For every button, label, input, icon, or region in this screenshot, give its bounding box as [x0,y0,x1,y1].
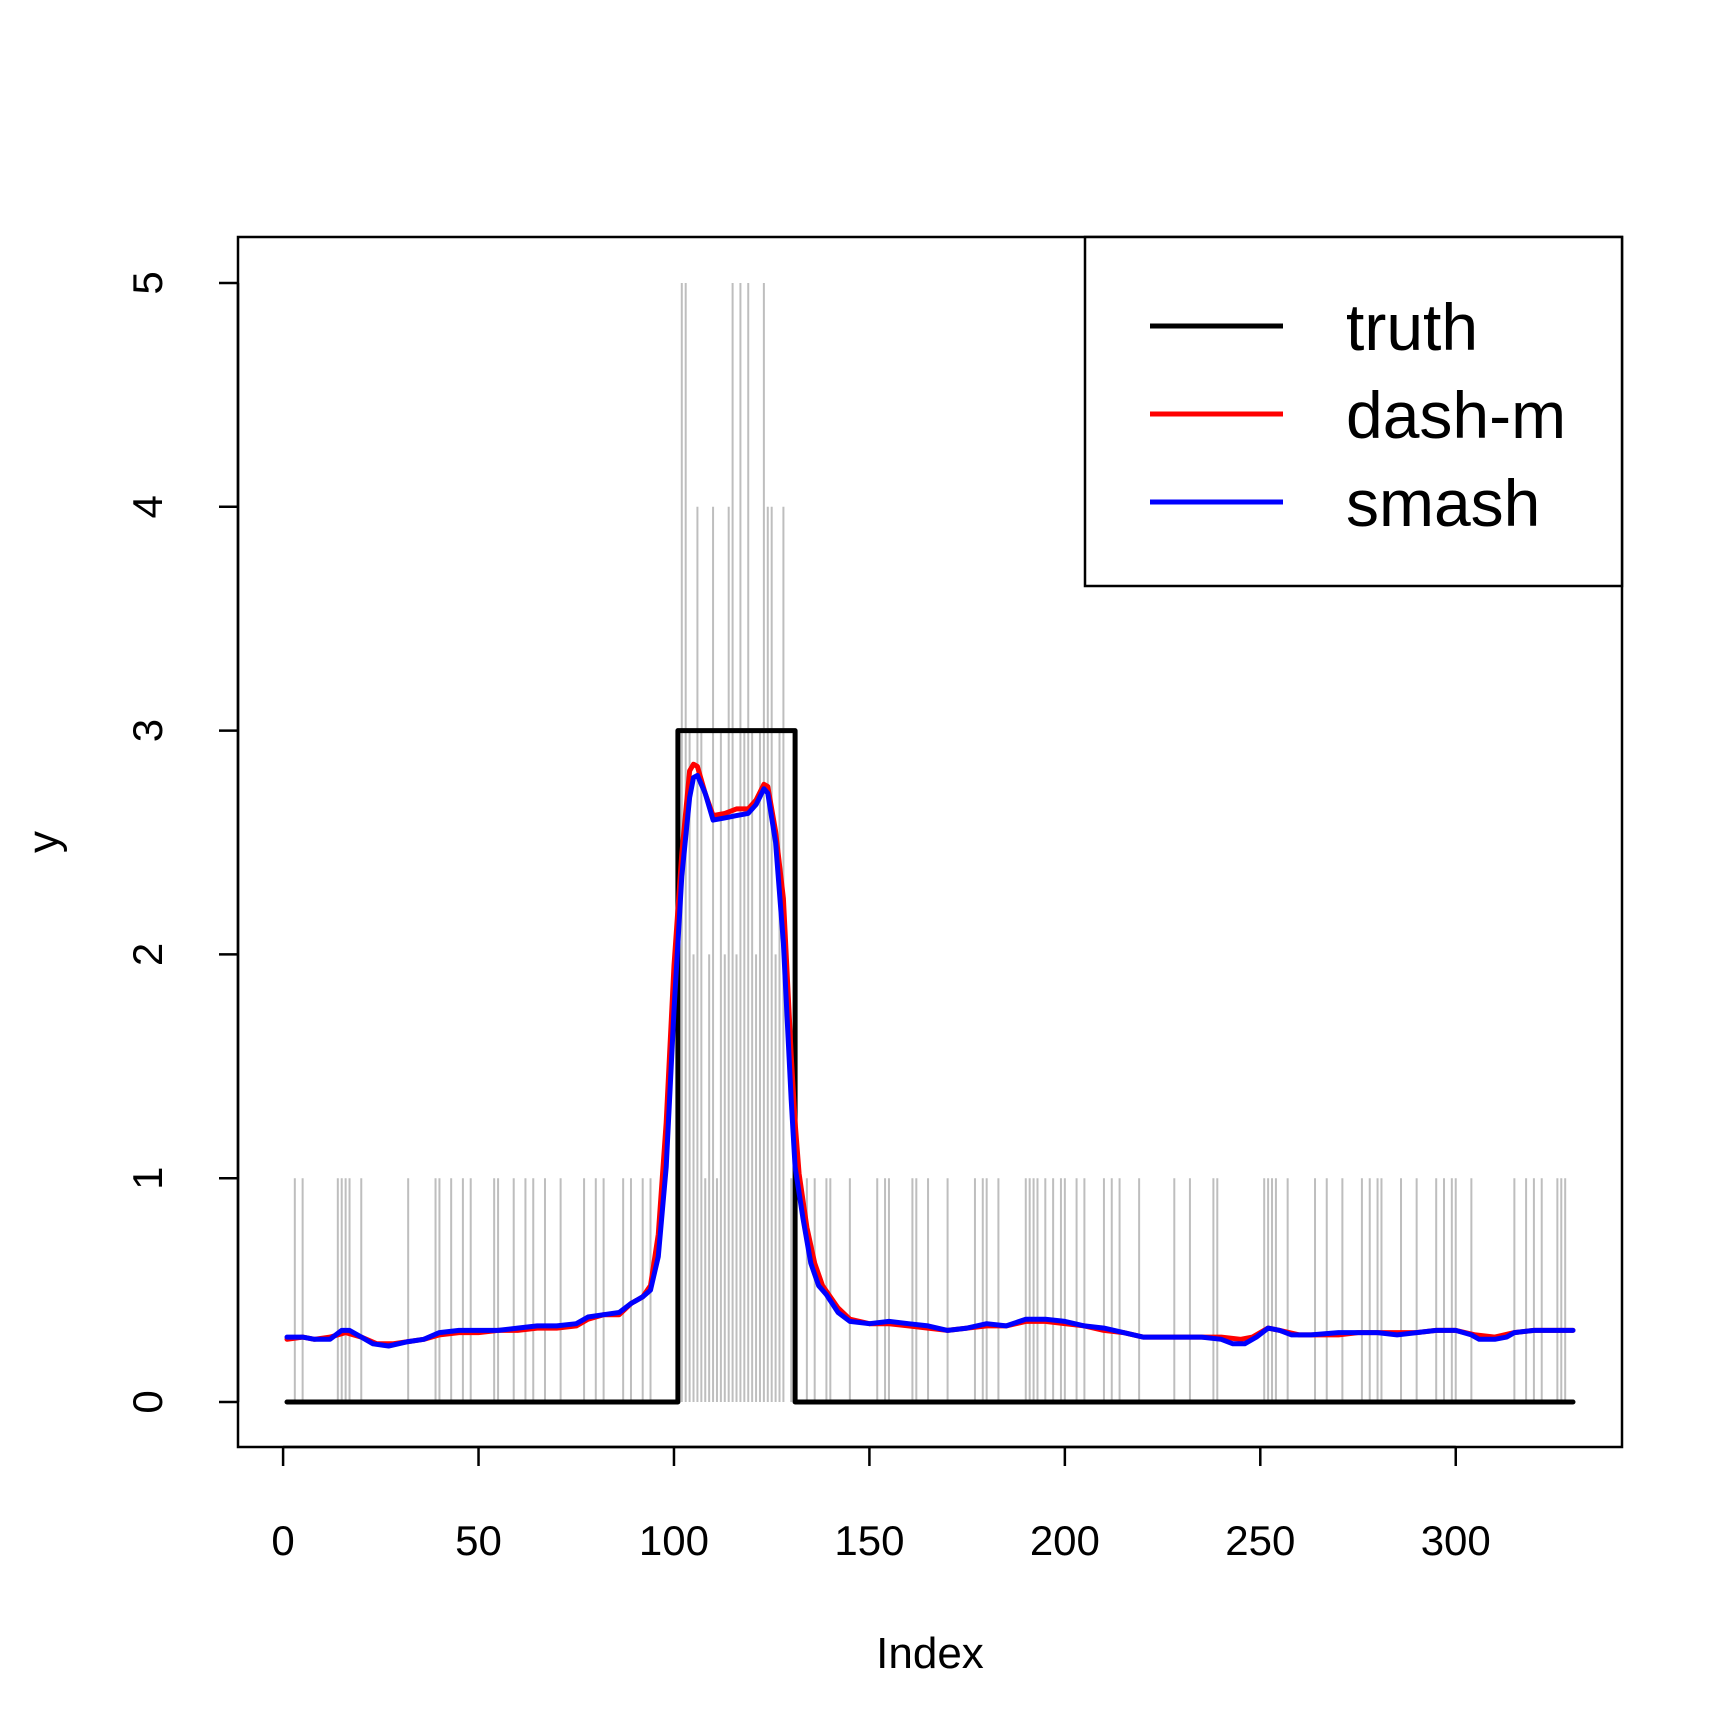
y-tick-label: 3 [124,719,171,742]
series-line-truth [284,728,1576,1405]
x-axis: 0 50 100 150 200 250 300 [271,1445,1491,1564]
x-tick-label: 300 [1421,1517,1491,1564]
y-tick-label: 2 [124,943,171,966]
y-tick-label: 1 [124,1167,171,1190]
series-line-smash [284,772,1576,1349]
series-layer [284,728,1576,1405]
x-tick-label: 50 [455,1517,502,1564]
x-tick-label: 150 [834,1517,904,1564]
y-axis: 0 1 2 3 4 5 [124,271,240,1414]
legend-label-dash-m: dash-m [1346,378,1566,452]
legend-label-smash: smash [1346,466,1540,540]
x-axis-title: Index [876,1629,984,1678]
x-tick-label: 0 [271,1517,294,1564]
legend-label-truth: truth [1346,290,1478,364]
x-tick-label: 100 [639,1517,709,1564]
x-tick-label: 250 [1225,1517,1295,1564]
y-tick-label: 0 [124,1390,171,1413]
y-axis-title: y [19,831,68,853]
y-tick-label: 4 [124,495,171,518]
legend: truth dash-m smash [1083,235,1624,588]
legend-box [1083,235,1624,588]
x-tick-label: 200 [1030,1517,1100,1564]
y-tick-label: 5 [124,271,171,294]
